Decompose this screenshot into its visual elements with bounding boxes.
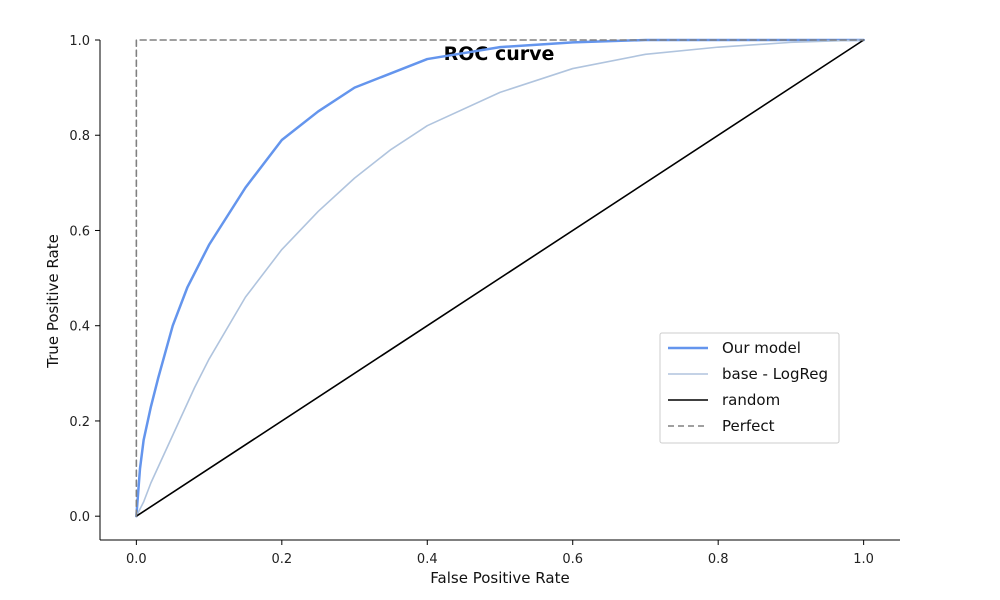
- x-axis-label: False Positive Rate: [430, 569, 569, 587]
- x-tick-label: 0.4: [417, 552, 438, 567]
- y-tick-label: 0.0: [69, 510, 90, 525]
- y-tick-label: 0.6: [69, 224, 90, 239]
- series-base-logreg: [135, 39, 865, 517]
- x-tick-label: 1.0: [853, 552, 874, 567]
- legend-label: Perfect: [722, 417, 775, 435]
- x-ticks: 0.0 0.2 0.4 0.6 0.8 1.0: [126, 540, 874, 567]
- series-our-model: [135, 38, 865, 518]
- y-axis-label: True Positive Rate: [44, 234, 62, 369]
- legend-label: random: [722, 391, 780, 409]
- y-tick-label: 0.2: [69, 415, 90, 430]
- legend-items: Our model base - LogReg random Perfect: [668, 339, 828, 435]
- x-tick-label: 0.2: [271, 552, 292, 567]
- y-tick-label: 0.8: [69, 129, 90, 144]
- legend-frame: [659, 332, 840, 444]
- series-random: [135, 39, 865, 517]
- y-tick-label: 1.0: [69, 34, 90, 49]
- x-tick-label: 0.0: [126, 552, 147, 567]
- chart-title: ROC curve: [444, 43, 555, 65]
- legend-label: Our model: [722, 339, 801, 357]
- x-tick-label: 0.8: [708, 552, 729, 567]
- series-layer: [135, 38, 865, 518]
- x-tick-label: 0.6: [562, 552, 583, 567]
- y-tick-label: 0.4: [69, 320, 90, 335]
- y-ticks: 0.0 0.2 0.4 0.6 0.8 1.0: [69, 34, 100, 525]
- legend-label: base - LogReg: [722, 365, 828, 383]
- legend: Our model base - LogReg random Perfect: [659, 332, 840, 444]
- series-perfect: [135, 39, 865, 517]
